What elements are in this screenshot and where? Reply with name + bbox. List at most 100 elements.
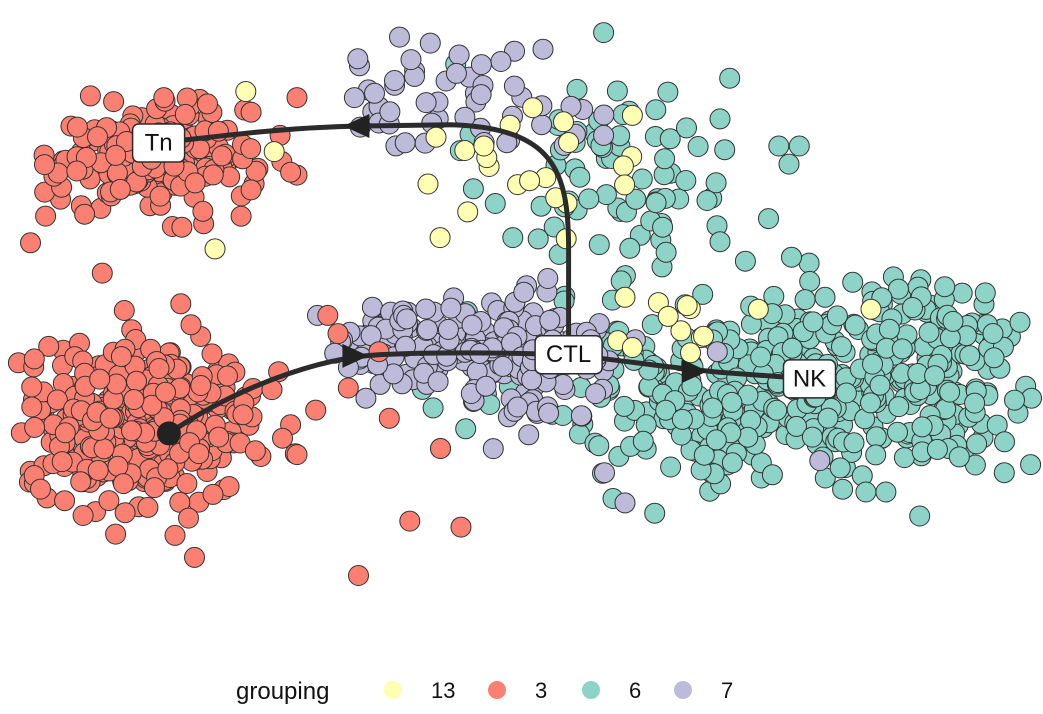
point-group-6 — [974, 282, 996, 304]
point-group-3 — [123, 389, 145, 410]
point-group-3 — [244, 440, 266, 462]
point-group-6 — [645, 99, 667, 121]
point-group-6 — [595, 184, 617, 206]
point-group-6 — [606, 80, 628, 102]
point-group-13 — [860, 298, 882, 320]
point-group-6 — [855, 481, 877, 503]
legend-item-6: 6 — [582, 678, 641, 703]
point-group-3 — [89, 368, 111, 390]
point-group-7 — [513, 281, 535, 303]
point-group-6 — [652, 216, 674, 238]
point-group-6 — [676, 117, 697, 139]
point-group-3 — [157, 458, 179, 480]
legend-item-13: 13 — [384, 678, 455, 703]
point-group-6 — [878, 318, 900, 340]
point-group-6 — [829, 457, 851, 479]
point-group-13 — [522, 97, 544, 119]
point-group-6 — [696, 190, 718, 211]
point-group-7 — [400, 49, 422, 71]
point-group-6 — [1020, 454, 1042, 476]
point-group-3 — [192, 200, 214, 222]
point-group-6 — [693, 444, 715, 466]
point-group-6 — [702, 397, 724, 419]
arrowhead-to-tn — [343, 114, 370, 138]
trajectory-ctl-to-tn — [156, 122, 572, 358]
point-group-7 — [490, 51, 512, 72]
node-label-nk: NK — [782, 359, 837, 399]
point-group-6 — [966, 433, 988, 455]
point-group-6 — [888, 278, 909, 300]
node-label-ctl: CTL — [534, 334, 603, 375]
point-group-6 — [462, 178, 484, 200]
point-group-6 — [814, 286, 836, 308]
point-group-6 — [926, 438, 948, 460]
point-group-6 — [798, 252, 820, 274]
point-group-6 — [869, 374, 891, 396]
point-group-6 — [593, 22, 615, 44]
node-label-box — [534, 334, 603, 375]
point-group-7 — [570, 405, 592, 427]
point-group-3 — [70, 471, 92, 493]
point-group-3 — [137, 496, 159, 518]
point-group-3 — [20, 232, 41, 254]
point-group-6 — [588, 435, 610, 457]
point-group-3 — [148, 358, 170, 379]
point-group-13 — [693, 325, 714, 347]
point-group-6 — [657, 81, 679, 103]
point-group-6 — [692, 283, 714, 305]
point-group-6 — [994, 431, 1015, 453]
point-group-3 — [164, 524, 186, 546]
point-group-13 — [429, 227, 451, 249]
point-group-6 — [768, 135, 790, 157]
legend-swatch — [582, 681, 600, 699]
point-group-3 — [337, 377, 359, 399]
point-group-6 — [709, 231, 731, 253]
point-group-13 — [235, 81, 257, 102]
point-group-13 — [621, 337, 643, 358]
point-group-7 — [343, 87, 365, 109]
point-group-13 — [614, 286, 636, 308]
point-group-3 — [202, 483, 224, 505]
point-group-3 — [240, 101, 262, 123]
point-group-7 — [415, 92, 437, 114]
point-group-3 — [66, 160, 88, 182]
point-group-6 — [675, 170, 697, 191]
point-group-3 — [305, 399, 327, 421]
node-label-tn: Tn — [131, 123, 186, 163]
trajectory-root-node — [156, 421, 181, 446]
point-group-6 — [766, 399, 788, 421]
point-group-3 — [30, 478, 51, 500]
point-group-3 — [202, 164, 224, 186]
point-group-6 — [655, 399, 677, 421]
legend-swatch — [674, 681, 692, 699]
point-group-6 — [862, 353, 883, 375]
point-group-3 — [110, 346, 132, 368]
point-group-6 — [934, 276, 956, 298]
point-group-6 — [705, 172, 727, 194]
point-group-6 — [844, 314, 866, 336]
point-group-6 — [625, 188, 647, 210]
point-group-6 — [842, 271, 864, 293]
point-group-6 — [843, 432, 865, 454]
point-group-6 — [831, 336, 852, 358]
point-group-3 — [317, 304, 339, 326]
point-group-3 — [35, 205, 57, 227]
point-group-3 — [230, 205, 252, 227]
node-label-text: NK — [793, 365, 826, 392]
legend-item-3: 3 — [488, 678, 547, 703]
point-group-13 — [417, 173, 439, 195]
point-group-6 — [887, 421, 908, 443]
point-group-3 — [21, 376, 43, 398]
point-group-3 — [190, 375, 212, 396]
point-group-6 — [721, 391, 743, 413]
point-group-6 — [860, 392, 881, 414]
point-group-3 — [91, 262, 113, 284]
point-group-7 — [503, 75, 525, 97]
point-group-7 — [384, 70, 405, 91]
point-group-3 — [153, 87, 175, 109]
arrowhead-to-ctl — [342, 343, 369, 368]
point-group-3 — [368, 341, 390, 363]
point-group-7 — [585, 383, 607, 405]
point-group-6 — [655, 241, 677, 263]
point-group-6 — [527, 228, 549, 250]
